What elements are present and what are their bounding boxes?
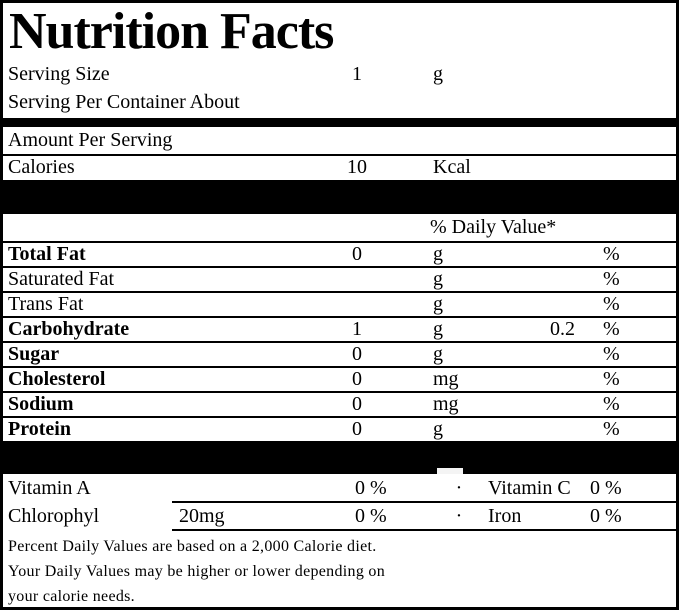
nutrient-amount: 0 [352,368,362,390]
nutrient-amount: 0 [352,243,362,265]
nutrient-percent-sign: % [603,293,620,315]
micronutrient-percent-2: 0 % [590,477,622,499]
nutrient-unit: mg [433,393,459,415]
nutrient-label: Sodium [8,393,74,415]
serving-per-container-label: Serving Per Container About [8,91,240,113]
nutrient-row-trans-fat: Trans Fat g % [3,293,676,318]
nutrient-unit: g [433,243,443,265]
nutrient-percent-sign: % [603,393,620,415]
footnote: Percent Daily Values are based on a 2,00… [3,531,676,607]
micronutrient-row-chlorophyl: Chlorophyl 20mg 0 % · Iron 0 % [3,503,676,531]
serving-size-label: Serving Size [8,63,110,85]
daily-value-header: % Daily Value* [430,216,557,238]
nutrient-label: Total Fat [8,243,86,265]
nutrient-dv: 0.2 [550,318,575,340]
nutrient-unit: mg [433,368,459,390]
daily-value-header-row: % Daily Value* [3,214,676,243]
nutrient-percent-sign: % [603,268,620,290]
serving-size-value: 1 [352,63,362,85]
amount-per-serving-header: Amount Per Serving [8,129,173,151]
thick-divider-bar-bottom [3,443,676,474]
micronutrient-amount: 20mg [179,505,225,527]
calories-label: Calories [8,156,75,178]
nutrient-percent-sign: % [603,343,620,365]
nutrient-row-total-fat: Total Fat 0 g % [3,243,676,268]
nutrient-percent-sign: % [603,368,620,390]
nutrient-percent-sign: % [603,418,620,440]
partial-divider [172,501,676,503]
thick-divider-bar [3,182,676,214]
nutrient-amount: 0 [352,343,362,365]
nutrient-row-protein: Protein 0 g % [3,418,676,443]
micronutrient-label-2: Iron [488,505,522,527]
nutrient-unit: g [433,293,443,315]
nutrient-label: Sugar [8,343,60,365]
nutrient-amount: 0 [352,418,362,440]
nutrient-unit: g [433,418,443,440]
title-row: Nutrition Facts [3,3,676,60]
nutrient-label: Saturated Fat [8,268,115,290]
footnote-line: Your Daily Values may be higher or lower… [8,563,386,580]
nutrient-percent-sign: % [603,318,620,340]
nutrient-row-sugar: Sugar 0 g % [3,343,676,368]
calories-value: 10 [347,156,367,178]
micronutrient-label-2: Vitamin C [488,477,571,499]
serving-per-container-row: Serving Per Container About [3,89,676,118]
footnote-line: your calorie needs. [8,588,135,605]
micronutrient-label: Vitamin A [8,477,91,499]
micronutrient-percent: 0 % [355,505,387,527]
nutrient-label: Cholesterol [8,368,106,390]
dot-separator: · [455,505,463,527]
calories-unit: Kcal [433,156,471,178]
page-title: Nutrition Facts [9,3,334,60]
calories-row: Calories 10 Kcal [3,156,676,182]
micronutrient-row-vitamin-a: Vitamin A 0 % · Vitamin C 0 % [3,474,676,503]
nutrient-amount: 0 [352,393,362,415]
nutrient-amount: 1 [352,318,362,340]
nutrient-row-carbohydrate: Carbohydrate 1 g 0.2 % [3,318,676,343]
micronutrient-label: Chlorophyl [8,505,100,527]
footnote-line: Percent Daily Values are based on a 2,00… [8,538,377,555]
nutrient-row-sodium: Sodium 0 mg % [3,393,676,418]
section-divider-bar [3,118,676,127]
nutrient-row-saturated-fat: Saturated Fat g % [3,268,676,293]
serving-size-row: Serving Size 1 g [3,59,676,89]
nutrient-unit: g [433,343,443,365]
nutrient-label: Protein [8,418,71,440]
micronutrient-percent-2: 0 % [590,505,622,527]
bar-notch [437,468,463,474]
nutrient-label: Carbohydrate [8,318,130,340]
nutrient-unit: g [433,268,443,290]
micronutrient-percent: 0 % [355,477,387,499]
nutrient-percent-sign: % [603,243,620,265]
partial-divider [172,529,676,531]
amount-per-serving-row: Amount Per Serving [3,127,676,156]
nutrient-label: Trans Fat [8,293,84,315]
dot-separator: · [455,477,463,499]
nutrient-row-cholesterol: Cholesterol 0 mg % [3,368,676,393]
nutrient-unit: g [433,318,443,340]
serving-size-unit: g [433,63,443,85]
